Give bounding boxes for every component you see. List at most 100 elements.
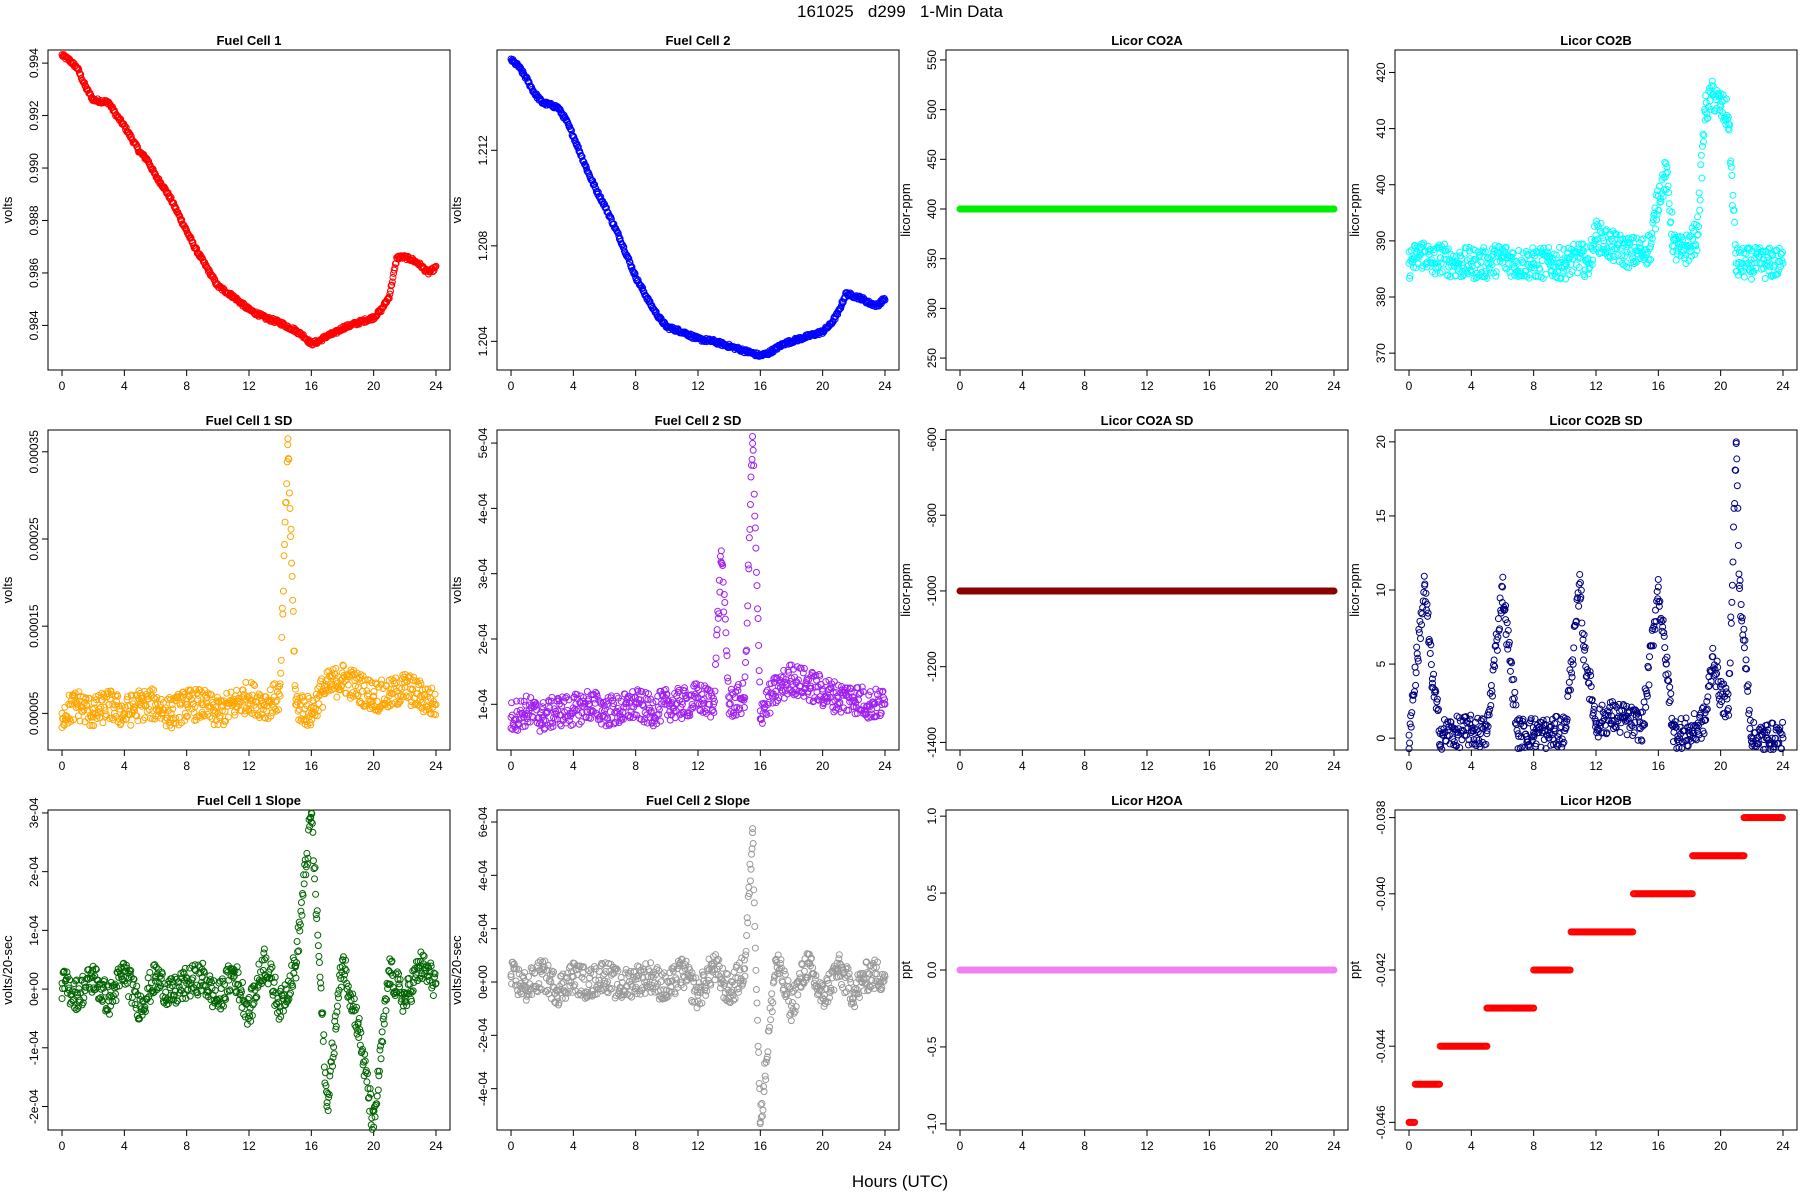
data-point <box>281 541 289 549</box>
plot-title: Fuel Cell 1 SD <box>206 413 293 428</box>
data-point <box>1731 218 1739 226</box>
data-point <box>1499 573 1507 581</box>
data-point <box>749 446 757 454</box>
data-point <box>127 721 135 729</box>
data-point <box>752 544 760 552</box>
data-point <box>75 66 83 74</box>
data-point <box>1697 151 1705 159</box>
data-point <box>1652 225 1660 233</box>
data-point <box>284 441 292 449</box>
data-point <box>1672 256 1680 264</box>
x-tick-label: 24 <box>1776 759 1790 773</box>
data-point <box>745 534 753 542</box>
data-point <box>748 455 756 463</box>
data-point <box>170 199 178 207</box>
x-tick-label: 0 <box>59 379 66 393</box>
x-tick-label: 12 <box>1589 379 1603 393</box>
y-tick-label: 400 <box>1374 174 1388 194</box>
plot-title: Licor CO2A <box>1111 33 1183 48</box>
data-point <box>178 216 186 224</box>
x-tick-label: 20 <box>367 759 381 773</box>
data-point <box>281 518 289 526</box>
y-tick-label: 380 <box>1374 287 1388 307</box>
data-point <box>597 193 605 201</box>
x-tick-label: 24 <box>878 379 892 393</box>
y-tick-label: 5e-04 <box>476 427 490 458</box>
y-tick-label: 0.988 <box>27 205 41 235</box>
data-point <box>744 602 752 610</box>
x-tick-label: 8 <box>1530 759 1537 773</box>
data-point <box>610 220 618 228</box>
series-licor-co2b-sd <box>1405 438 1787 754</box>
y-tick-label: 0.986 <box>27 258 41 288</box>
data-point <box>99 719 107 727</box>
data-point <box>881 296 889 304</box>
y-tick-label: 0.00015 <box>27 604 41 648</box>
data-point <box>279 587 287 595</box>
data-point <box>1665 200 1673 208</box>
data-point <box>1727 163 1735 171</box>
data-point <box>749 433 757 441</box>
x-tick-label: 16 <box>305 379 319 393</box>
data-point <box>1728 172 1736 180</box>
y-tick-label: 1.212 <box>476 135 490 165</box>
x-tick-label: 20 <box>1714 759 1728 773</box>
data-point <box>639 284 647 292</box>
data-point <box>754 615 762 623</box>
y-tick-label: 0.990 <box>27 153 41 183</box>
data-point <box>120 122 128 130</box>
data-point <box>1452 271 1460 279</box>
x-tick-label: 16 <box>1203 379 1217 393</box>
data-point <box>571 136 579 144</box>
y-tick-label: 0.00035 <box>27 430 41 474</box>
x-tick-label: 16 <box>1203 759 1217 773</box>
data-point <box>1748 275 1756 283</box>
data-point <box>755 667 763 675</box>
data-point <box>1456 248 1464 256</box>
x-tick-label: 0 <box>957 379 964 393</box>
y-tick-label: 500 <box>925 99 939 119</box>
data-point <box>1422 589 1430 597</box>
data-point <box>1494 615 1502 623</box>
data-point <box>574 144 582 152</box>
series-fuel-cell-1-sd <box>58 435 440 732</box>
data-point <box>754 605 762 613</box>
data-point <box>616 235 624 243</box>
plot-frame <box>496 49 900 371</box>
data-point <box>1420 572 1428 580</box>
y-tick-label: -800 <box>925 503 939 527</box>
series-licor-co2a <box>956 205 1338 213</box>
x-tick-label: 0 <box>1406 759 1413 773</box>
page-title: 161025 d299 1-Min Data <box>796 2 1004 21</box>
data-point <box>80 79 88 87</box>
data-point <box>1414 260 1422 268</box>
data-point <box>150 686 158 694</box>
data-point <box>581 160 589 168</box>
y-tick-label: 350 <box>925 248 939 268</box>
data-point <box>1487 701 1495 709</box>
data-point <box>344 681 352 689</box>
data-point <box>277 669 285 677</box>
data-point <box>1694 213 1702 221</box>
data-point <box>625 255 633 263</box>
data-point <box>276 692 284 700</box>
y-tick-label: 10 <box>1374 583 1388 597</box>
x-tick-label: 16 <box>1652 379 1666 393</box>
y-tick-label: 410 <box>1374 118 1388 138</box>
data-point <box>756 678 764 686</box>
series-fuel-cell-2-sd <box>507 433 889 735</box>
data-point <box>1427 661 1435 669</box>
data-point <box>388 278 396 286</box>
data-point <box>839 299 847 307</box>
data-point <box>742 659 750 667</box>
y-tick-label: 0.00025 <box>27 517 41 561</box>
x-tick-label: 8 <box>632 759 639 773</box>
data-point <box>319 703 327 711</box>
x-tick-label: 20 <box>367 379 381 393</box>
data-point <box>650 306 658 314</box>
x-tick-label: 4 <box>121 759 128 773</box>
data-point <box>1729 191 1737 199</box>
x-tick-label: 12 <box>1140 759 1154 773</box>
